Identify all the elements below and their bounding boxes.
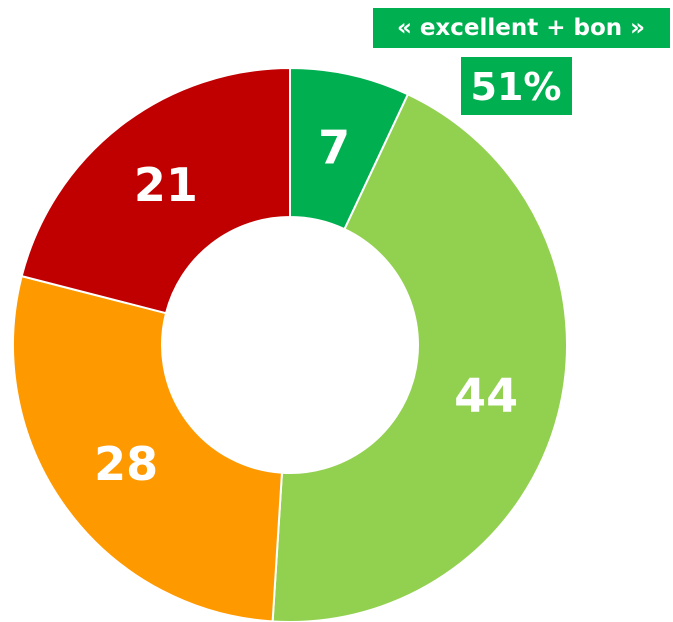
slice [12,274,284,622]
annotation: « excellent + bon » [397,15,645,41]
data-label: 21 [134,158,198,212]
slice [271,93,568,622]
data-label: 44 [454,368,518,422]
annotation: 51% [471,65,562,109]
data-label: 28 [94,437,158,491]
data-label: 7 [318,120,350,174]
slice [20,66,291,315]
annotation-box [461,57,572,115]
annotation-box [373,8,670,48]
